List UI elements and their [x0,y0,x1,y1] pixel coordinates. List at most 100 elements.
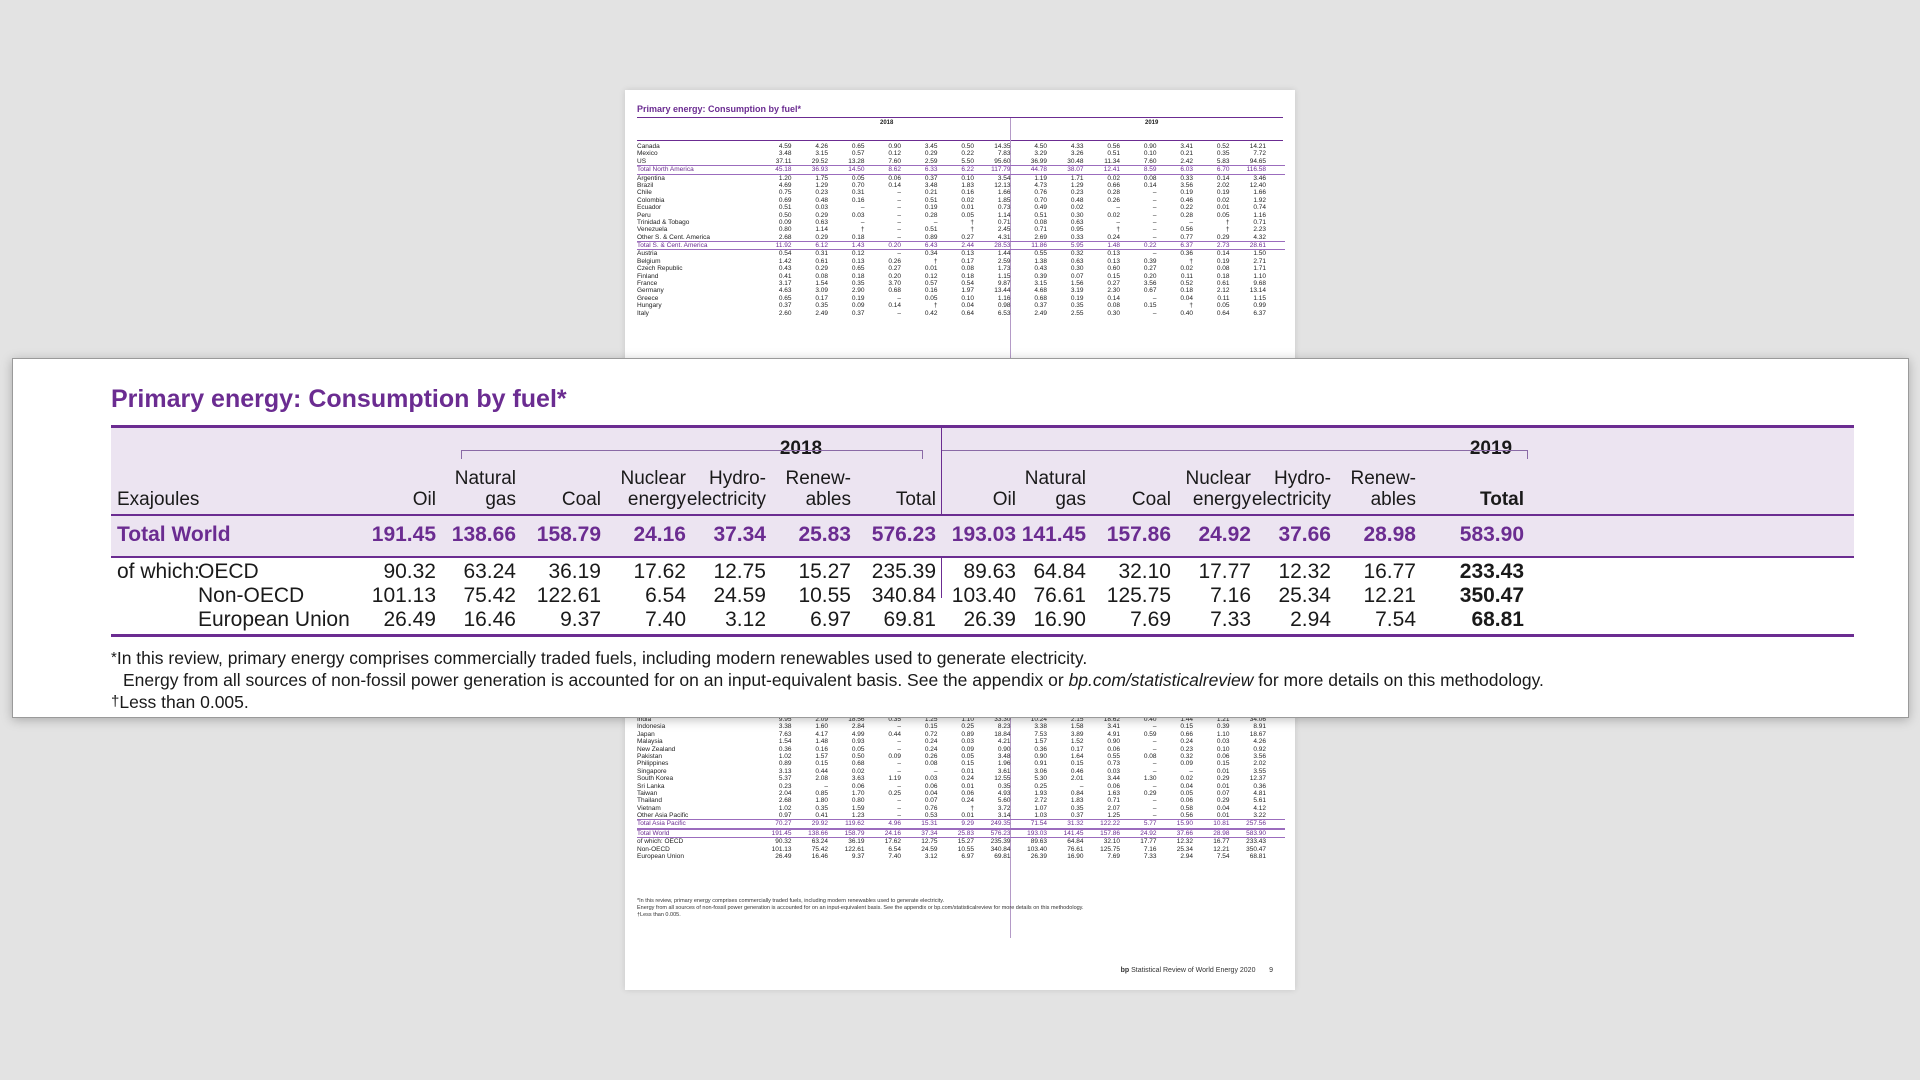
footnotes: *In this review, primary energy comprise… [111,647,1544,713]
bg-cell: 0.05 [851,745,865,753]
bg-cell: 0.04 [961,302,974,310]
bg-table-row: Total S. & Cent. America 11.92 6.12 1.43 0.2… [637,241,1285,251]
bg-table-row: Germany 4.63 3.09 2.90 0.68 0.16 1.97 13.44 4.68… [637,287,1285,294]
bg-table-row: Brazil 4.69 1.29 0.70 0.14 3.48 1.83 12.13 4.73 1… [637,182,1285,189]
bg-cell: 2.04 [778,789,792,797]
column-header-line2: Coal [561,489,601,510]
bg-cell: 0.29 [1216,797,1230,805]
total-world-y2019-nuclear: 24.92 [1198,523,1251,546]
bg-row-label: Ecuador [637,204,662,212]
bg-cell: 2.73 [1216,242,1230,250]
bg-cell: 4.17 [815,730,828,738]
bg-cell: 5.37 [778,775,792,783]
bg-table-top: Canada 4.59 4.26 0.65 0.90 3.45 0.50 14.35 4.50 4… [637,143,1285,317]
bg-cell: 0.51 [1034,211,1047,219]
total-world-y2018-total: 576.23 [871,523,936,546]
bg-cell: 0.59 [1143,730,1157,738]
bg-row-label: Singapore [637,767,667,775]
bg-cell: 0.06 [924,782,938,790]
bg-cell: 0.10 [1143,150,1157,158]
total-world-y2019-gas: 141.45 [1021,523,1086,546]
bg-cell: 0.51 [924,196,938,204]
bg-table-row: US 37.11 29.52 13.28 7.60 2.59 5.50 95.60 36.99 3… [637,158,1285,165]
bg-cell: 0.33 [1180,174,1193,182]
dagger-symbol: † [111,693,120,710]
bg-cell: 4.73 [1034,181,1047,189]
bg-cell: 0.66 [1180,730,1193,738]
bg-cell: 2.02 [1253,760,1266,768]
year-divider-line [941,428,942,598]
bg-cell: † [970,226,974,234]
bg-cell: 0.15 [961,760,974,768]
bg-row-label: Canada [637,143,660,150]
bg-cell: 340.84 [990,845,1011,853]
bg-cell: 2.90 [851,287,865,295]
cell-y2018-nuclear: 17.62 [633,560,686,583]
bg-cell: 6.43 [924,242,938,250]
bg-cell: 0.16 [961,189,974,197]
column-header-line2: gas [485,489,516,510]
bg-cell: 141.45 [1063,829,1084,837]
bg-cell: 3.56 [1180,181,1193,189]
bg-cell: 2.02 [1216,181,1230,189]
bg-table-row: European Union 26.49 16.46 9.37 7.40 3.12 6.97… [637,853,1285,860]
cell-y2019-coal: 32.10 [1118,560,1171,583]
bg-cell: 0.05 [924,294,938,302]
bg-cell: 4.32 [1253,233,1266,241]
bg-cell: 5.83 [1216,157,1230,165]
bg-cell: 0.14 [1216,250,1230,258]
bg-cell: – [1079,782,1084,790]
bg-cell: 2.55 [1070,309,1084,317]
bg-cell: 0.24 [1180,738,1193,746]
column-header-gas-2018: Natural gas [406,468,516,510]
bg-cell: 1.97 [961,287,974,295]
bg-cell: 3.56 [1143,280,1157,288]
bg-cell: 0.18 [1216,272,1230,280]
bg-cell: 0.05 [961,752,974,760]
bg-cell: 0.16 [851,196,865,204]
bg-cell: 0.17 [1070,745,1084,753]
bg-cell: 0.27 [1143,265,1157,273]
bg-cell: 0.42 [924,309,938,317]
bg-cell: 76.61 [1067,845,1084,853]
column-header-line1: Natural [454,468,516,489]
bg-cell: 0.27 [1107,280,1120,288]
bg-cell: 5.60 [997,797,1011,805]
bg-cell: 0.90 [1107,738,1120,746]
bg-cell: 2.42 [1180,157,1193,165]
table-bottom-rule [111,634,1854,637]
bg-cell: 0.19 [851,294,865,302]
bg-cell: 0.25 [1034,782,1047,790]
bg-page-title: Primary energy: Consumption by fuel* [637,104,802,114]
cell-y2018-nuclear: 6.54 [645,584,686,607]
bg-cell: 350.47 [1246,845,1266,853]
bg-cell: 2.45 [997,226,1011,234]
bg-cell: 0.06 [1107,745,1120,753]
bg-cell: 11.92 [775,242,792,250]
bg-cell: 0.34 [924,250,938,258]
bg-row-label: Belgium [637,257,661,265]
bg-table-row: Chile 0.75 0.23 0.31 – 0.21 0.16 1.66 0.76 0.23 0.… [637,189,1285,196]
bg-cell: – [897,233,901,241]
bg-cell: 3.89 [1070,730,1084,738]
bg-cell: 2.49 [815,309,828,317]
bg-cell: 3.63 [851,775,865,783]
bg-cell: 28.98 [1213,829,1230,837]
cell-y2019-hydro: 12.32 [1278,560,1331,583]
bg-cell: 2.94 [1180,853,1193,861]
bg-cell: 0.29 [1143,789,1157,797]
bg-cell: 0.95 [1070,226,1084,234]
column-header-line2: Total [895,489,936,510]
bg-cell: 1.56 [1070,280,1084,288]
column-header-gas-2019: Natural gas [976,468,1086,510]
column-header-line1: Nuclear [1185,468,1251,489]
bg-cell: 64.84 [1067,838,1084,846]
bg-cell: 0.51 [924,226,938,234]
bg-cell: 0.90 [997,745,1011,753]
column-header-line2: ables [805,489,851,510]
bg-cell: 1.80 [815,797,828,805]
bg-cell: – [933,767,938,775]
bg-cell: 0.02 [1216,196,1230,204]
statistical-review-link[interactable]: bp.com/statisticalreview [1068,670,1254,690]
bg-cell: – [1152,233,1157,241]
